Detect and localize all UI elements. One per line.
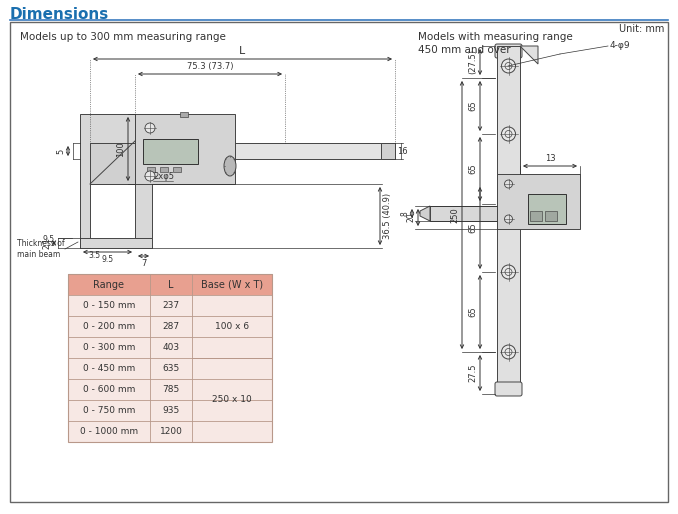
Bar: [528, 194, 566, 224]
Bar: [68, 274, 272, 442]
Text: 2xφ5: 2xφ5: [153, 172, 174, 181]
Text: 5: 5: [56, 149, 65, 154]
Text: 935: 935: [162, 406, 180, 415]
Circle shape: [145, 123, 155, 133]
Bar: [135, 114, 235, 184]
Text: 0 - 600 mm: 0 - 600 mm: [83, 385, 135, 394]
Text: Dimensions: Dimensions: [10, 7, 109, 22]
Text: Base (W x T): Base (W x T): [201, 280, 263, 289]
Bar: [180, 112, 188, 117]
Text: 0 - 450 mm: 0 - 450 mm: [83, 364, 135, 373]
Bar: [430, 206, 497, 221]
Text: 635: 635: [162, 364, 180, 373]
Text: 287: 287: [163, 322, 180, 331]
Text: 16: 16: [397, 146, 407, 156]
Circle shape: [502, 265, 515, 279]
Text: 65: 65: [468, 163, 477, 174]
Circle shape: [504, 215, 513, 223]
Text: 3.5: 3.5: [88, 251, 100, 260]
Text: Range: Range: [94, 280, 125, 289]
Text: 250: 250: [450, 207, 459, 223]
Text: 2.1: 2.1: [42, 237, 51, 249]
Bar: [80, 238, 152, 248]
FancyBboxPatch shape: [495, 44, 522, 58]
Text: L: L: [168, 280, 174, 289]
Text: 7: 7: [141, 259, 146, 268]
Text: 65: 65: [468, 101, 477, 112]
Text: 13: 13: [544, 154, 555, 163]
Bar: [68, 274, 272, 295]
Circle shape: [502, 345, 515, 359]
Text: 785: 785: [162, 385, 180, 394]
Bar: [381, 143, 395, 159]
Circle shape: [504, 180, 513, 188]
Bar: [545, 211, 557, 221]
Text: 237: 237: [163, 301, 180, 310]
Bar: [530, 211, 542, 221]
Text: 0 - 750 mm: 0 - 750 mm: [83, 406, 135, 415]
Circle shape: [502, 127, 515, 141]
Text: 250 x 10: 250 x 10: [212, 395, 252, 405]
Text: L: L: [239, 46, 245, 56]
Text: 75.3 (73.7): 75.3 (73.7): [186, 62, 233, 71]
Bar: [135, 184, 152, 238]
Bar: [90, 143, 395, 159]
Polygon shape: [520, 46, 538, 64]
Ellipse shape: [224, 156, 236, 176]
Text: 8: 8: [400, 211, 409, 216]
Text: 9.5: 9.5: [43, 234, 55, 244]
Text: 0 - 300 mm: 0 - 300 mm: [83, 343, 135, 352]
Bar: [68, 295, 272, 442]
Circle shape: [145, 171, 155, 181]
Polygon shape: [90, 143, 135, 184]
Bar: [497, 174, 580, 229]
Text: 100 x 6: 100 x 6: [215, 322, 249, 331]
Text: 403: 403: [163, 343, 180, 352]
Text: 4-φ9: 4-φ9: [610, 42, 631, 50]
Circle shape: [502, 59, 515, 73]
Text: 100: 100: [116, 141, 125, 157]
Text: 20: 20: [406, 213, 415, 223]
Text: (27.5): (27.5): [468, 49, 477, 75]
Text: 65: 65: [468, 223, 477, 233]
FancyBboxPatch shape: [495, 382, 522, 396]
Text: Models up to 300 mm measuring range: Models up to 300 mm measuring range: [20, 32, 226, 42]
Text: 0 - 200 mm: 0 - 200 mm: [83, 322, 135, 331]
Text: 1200: 1200: [159, 427, 182, 436]
Bar: [497, 46, 520, 394]
Text: 65: 65: [468, 307, 477, 317]
Text: Models with measuring range
450 mm and over: Models with measuring range 450 mm and o…: [418, 32, 573, 55]
Bar: [147, 167, 155, 172]
Text: 27.5: 27.5: [468, 364, 477, 382]
Text: 36.5 (40.9): 36.5 (40.9): [383, 193, 392, 239]
Bar: [173, 167, 181, 172]
Text: Thickness of
main beam: Thickness of main beam: [17, 239, 64, 259]
Text: Unit: mm: Unit: mm: [618, 24, 664, 34]
Polygon shape: [80, 114, 135, 248]
Text: 0 - 150 mm: 0 - 150 mm: [83, 301, 135, 310]
Bar: [160, 167, 168, 172]
Bar: [143, 139, 198, 164]
Text: 0 - 1000 mm: 0 - 1000 mm: [80, 427, 138, 436]
Polygon shape: [420, 206, 430, 221]
Text: 9.5: 9.5: [102, 255, 113, 264]
